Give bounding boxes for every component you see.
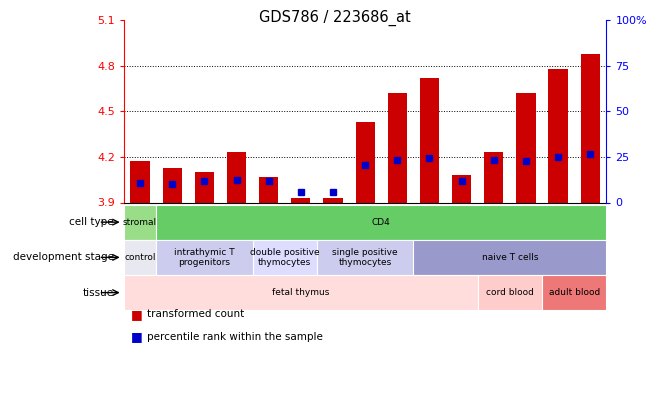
Bar	[356, 122, 375, 202]
Bar	[195, 172, 214, 202]
Bar	[452, 175, 471, 202]
Text: control: control	[124, 253, 156, 262]
Bar	[549, 69, 567, 202]
Text: double positive
thymocytes: double positive thymocytes	[250, 248, 320, 267]
Text: ■: ■	[131, 330, 143, 343]
Text: naive T cells: naive T cells	[482, 253, 538, 262]
Text: development stage: development stage	[13, 252, 114, 262]
Text: ■: ■	[131, 308, 143, 321]
Bar	[581, 53, 600, 202]
Bar	[484, 152, 503, 202]
Text: GDS786 / 223686_at: GDS786 / 223686_at	[259, 10, 411, 26]
Bar	[517, 93, 535, 202]
Bar	[163, 168, 182, 202]
Text: fetal thymus: fetal thymus	[272, 288, 330, 297]
Text: adult blood: adult blood	[549, 288, 600, 297]
Text: transformed count: transformed count	[147, 309, 245, 319]
Bar	[259, 177, 278, 202]
Text: stromal: stromal	[123, 217, 157, 227]
Bar	[388, 93, 407, 202]
Text: intrathymic T
progenitors: intrathymic T progenitors	[174, 248, 234, 267]
Bar	[324, 198, 342, 202]
Text: CD4: CD4	[372, 217, 391, 227]
Text: single positive
thymocytes: single positive thymocytes	[332, 248, 398, 267]
Bar	[420, 78, 439, 202]
Bar	[291, 198, 310, 202]
Bar	[227, 152, 246, 202]
Text: tissue: tissue	[83, 288, 114, 298]
Text: cord blood: cord blood	[486, 288, 534, 297]
Bar	[131, 162, 149, 202]
Text: cell type: cell type	[69, 217, 114, 227]
Text: percentile rank within the sample: percentile rank within the sample	[147, 332, 323, 341]
